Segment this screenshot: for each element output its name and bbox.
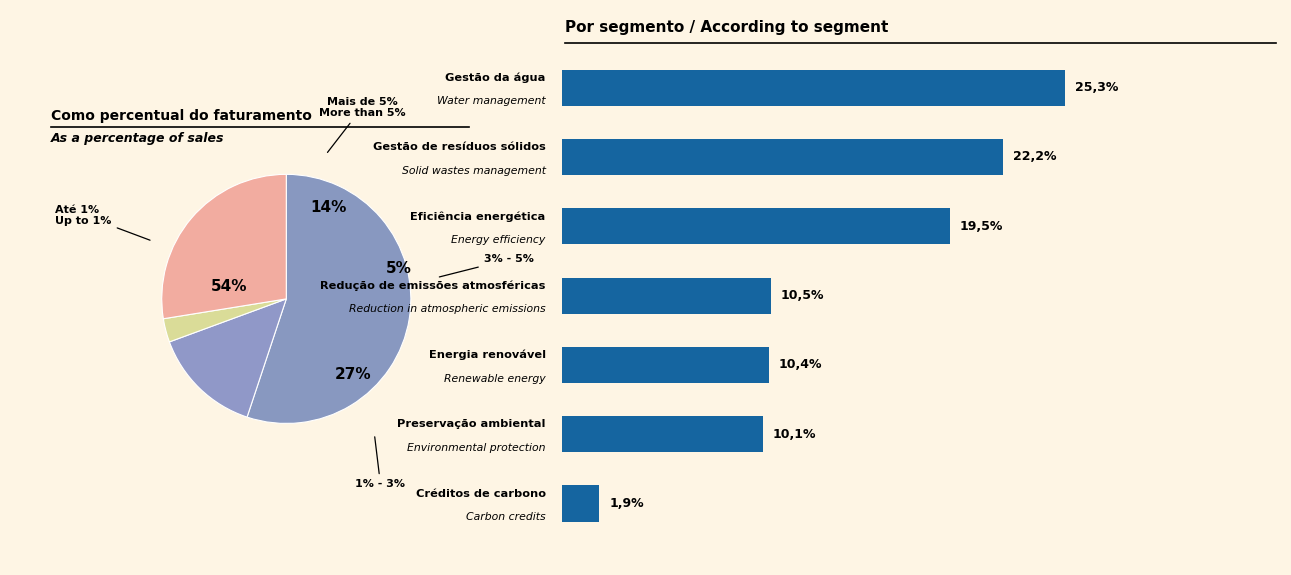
Wedge shape: [161, 174, 287, 319]
Text: 10,5%: 10,5%: [781, 289, 824, 302]
Text: Até 1%
Up to 1%: Até 1% Up to 1%: [56, 205, 150, 240]
Text: Energy efficiency: Energy efficiency: [452, 235, 546, 245]
Text: 27%: 27%: [334, 367, 372, 382]
Text: 10,1%: 10,1%: [772, 428, 816, 440]
Text: Reduction in atmospheric emissions: Reduction in atmospheric emissions: [349, 304, 546, 315]
Text: 25,3%: 25,3%: [1075, 81, 1118, 94]
Text: Water management: Water management: [438, 97, 546, 106]
Wedge shape: [247, 174, 411, 423]
Text: Renewable energy: Renewable energy: [444, 374, 546, 384]
Text: 54%: 54%: [210, 279, 247, 294]
Text: 19,5%: 19,5%: [959, 220, 1003, 233]
Text: Redução de emissões atmosféricas: Redução de emissões atmosféricas: [320, 281, 546, 291]
Bar: [562, 208, 950, 244]
Bar: [562, 278, 771, 313]
Bar: [562, 70, 1065, 106]
Text: Solid wastes management: Solid wastes management: [402, 166, 546, 176]
Text: Carbon credits: Carbon credits: [466, 512, 546, 522]
Text: 1,9%: 1,9%: [609, 497, 644, 510]
Bar: [562, 347, 768, 383]
Text: 1% - 3%: 1% - 3%: [355, 437, 405, 489]
Text: Gestão da água: Gestão da água: [445, 72, 546, 83]
Text: 10,4%: 10,4%: [778, 358, 822, 371]
Text: Como percentual do faturamento: Como percentual do faturamento: [50, 109, 311, 122]
Text: 5%: 5%: [386, 261, 412, 276]
Text: 14%: 14%: [311, 200, 347, 215]
Text: Por segmento / According to segment: Por segmento / According to segment: [565, 20, 888, 35]
Text: 3% - 5%: 3% - 5%: [439, 254, 533, 277]
Text: Eficiência energética: Eficiência energética: [411, 211, 546, 222]
Text: Gestão de resíduos sólidos: Gestão de resíduos sólidos: [373, 142, 546, 152]
Wedge shape: [164, 299, 287, 342]
Bar: [562, 416, 763, 452]
Text: Preservação ambiental: Preservação ambiental: [398, 419, 546, 430]
Bar: [562, 139, 1003, 175]
Text: As a percentage of sales: As a percentage of sales: [50, 132, 225, 145]
Text: Mais de 5%
More than 5%: Mais de 5% More than 5%: [319, 97, 405, 152]
Wedge shape: [169, 299, 287, 417]
Text: Energia renovável: Energia renovável: [429, 350, 546, 361]
Text: 22,2%: 22,2%: [1013, 151, 1057, 163]
Text: Environmental protection: Environmental protection: [407, 443, 546, 453]
Text: Créditos de carbono: Créditos de carbono: [416, 489, 546, 499]
Bar: [562, 485, 599, 522]
